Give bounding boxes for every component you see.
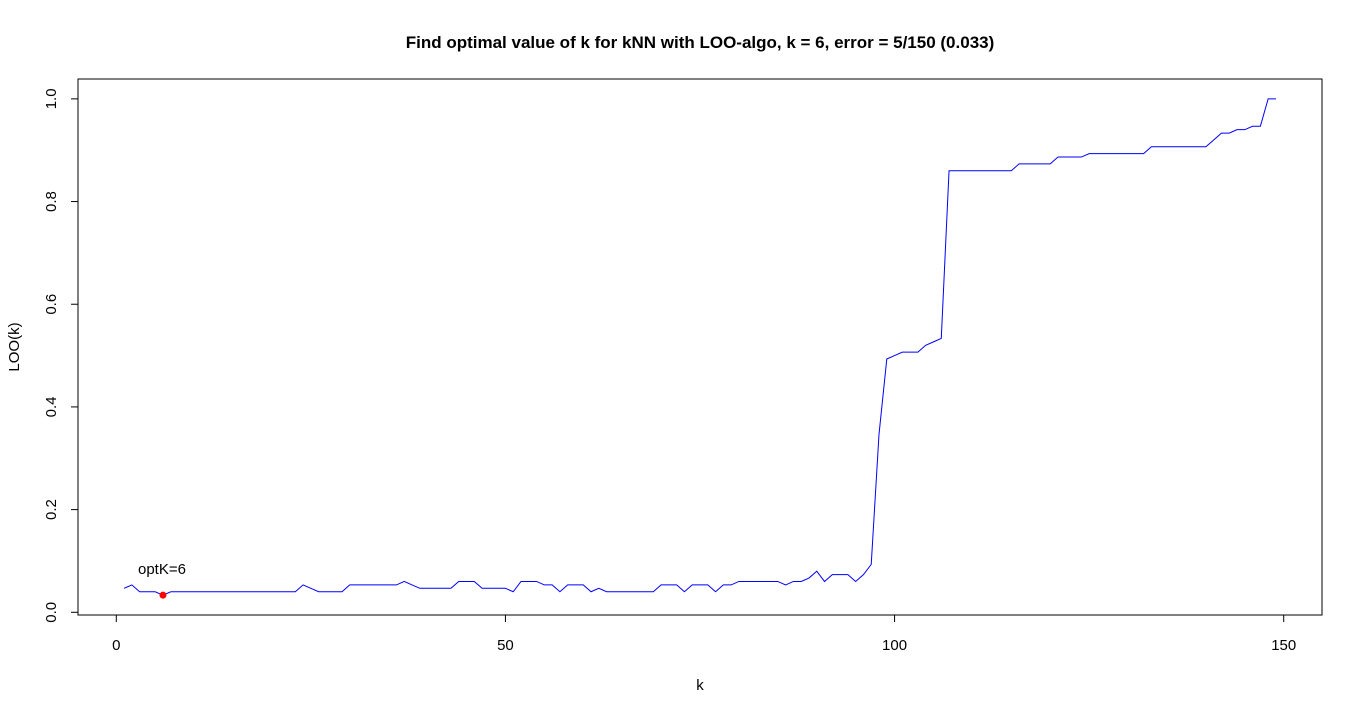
optimal-point	[159, 591, 167, 599]
chart-title: Find optimal value of k for kNN with LOO…	[406, 33, 995, 52]
x-tick-label: 50	[497, 637, 514, 654]
annotation: optK=6	[138, 561, 186, 578]
x-tick-label: 150	[1271, 637, 1296, 654]
y-axis-label: LOO(k)	[6, 322, 23, 371]
x-tick-label: 100	[882, 637, 907, 654]
loo-line	[123, 98, 1276, 596]
y-tick-label: 0.0	[43, 602, 60, 623]
x-tick-label: 0	[112, 637, 120, 654]
y-tick-label: 0.4	[43, 396, 60, 417]
x-axis-label: k	[696, 677, 704, 694]
y-tick-label: 0.2	[43, 499, 60, 520]
y-tick-label: 0.6	[43, 294, 60, 315]
y-tick-label: 1.0	[43, 88, 60, 109]
y-tick-label: 0.8	[43, 191, 60, 212]
